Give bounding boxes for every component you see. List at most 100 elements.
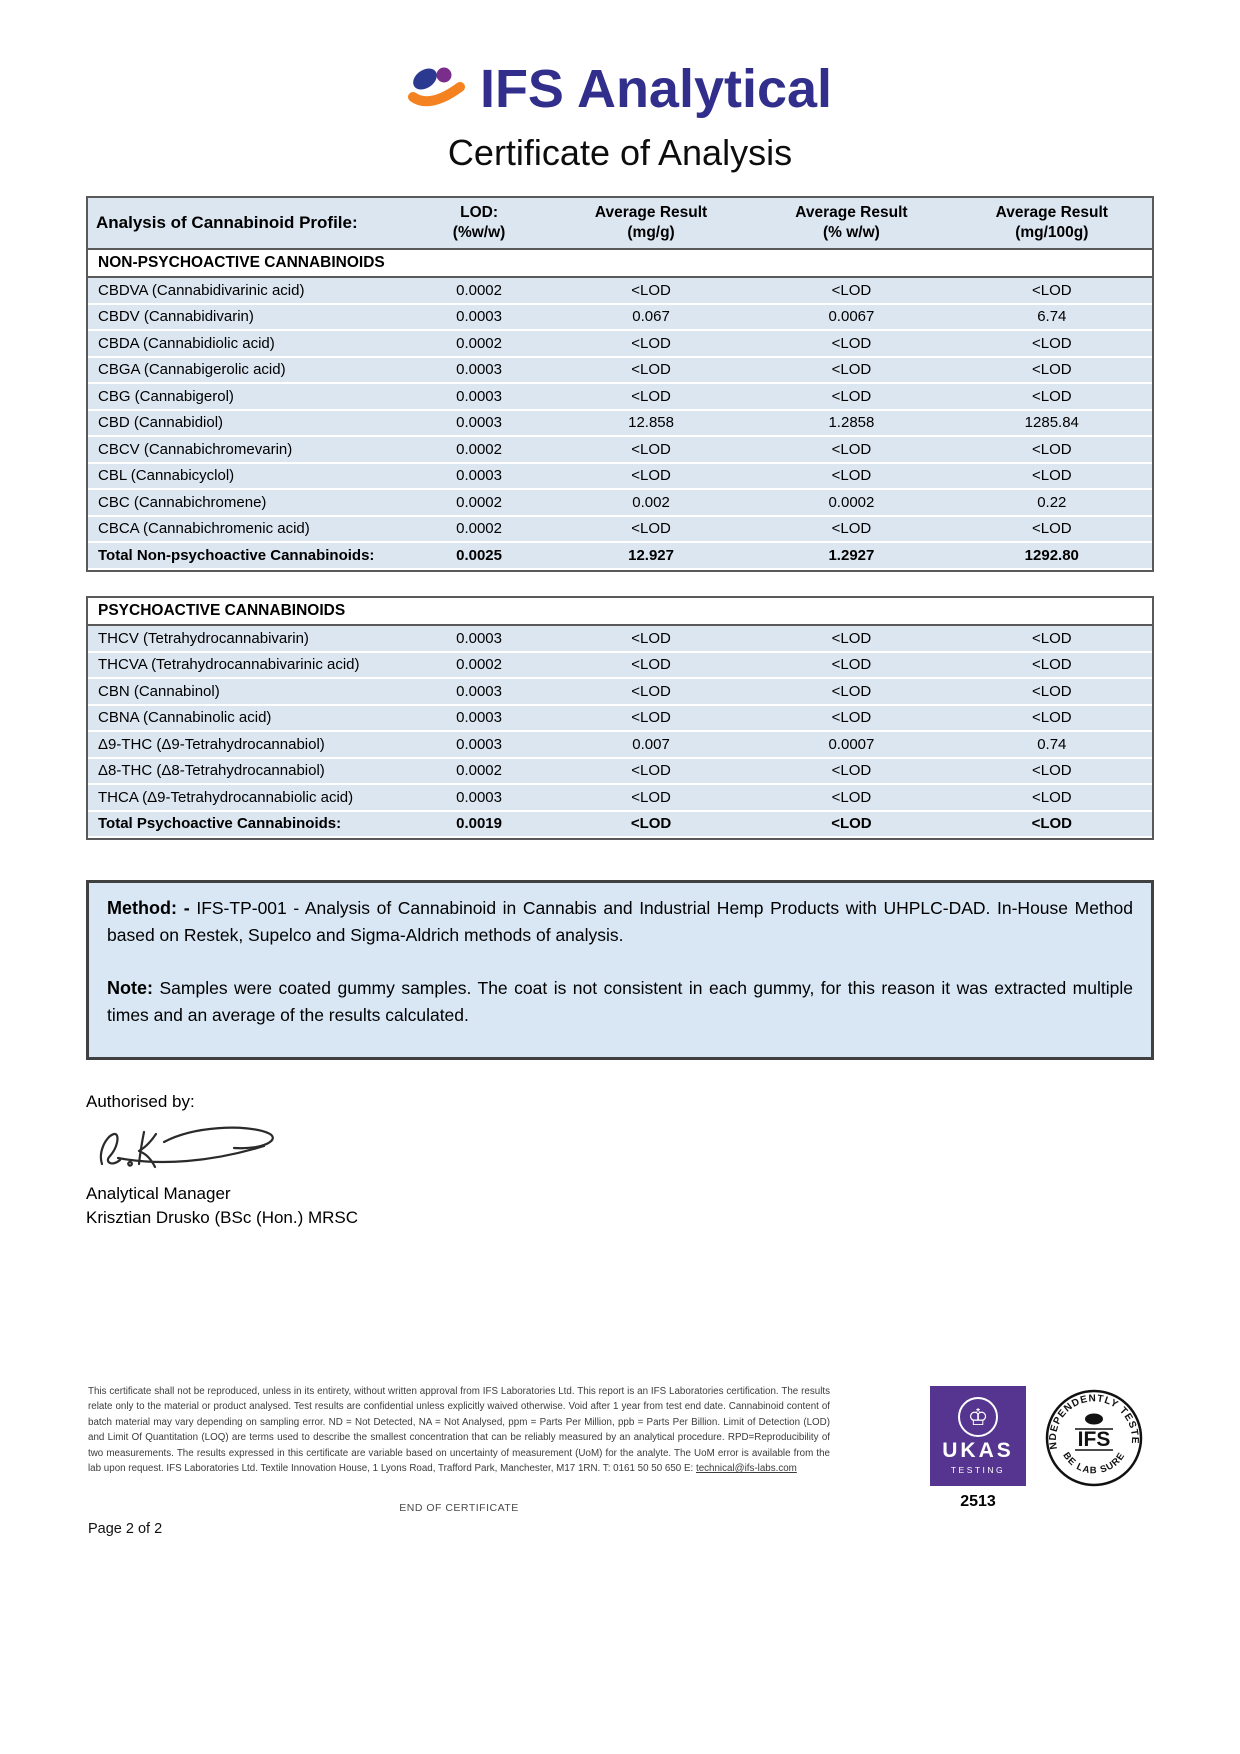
section-header-label: PSYCHOACTIVE CANNABINOIDS xyxy=(88,597,1152,627)
avg-pww-value: <LOD xyxy=(751,436,952,464)
avg-pww-value: 1.2858 xyxy=(751,409,952,438)
avg-pww-value: <LOD xyxy=(751,704,952,733)
avg-pww-value: 0.0067 xyxy=(751,303,952,332)
lod-value: 0.0003 xyxy=(407,462,551,491)
total-lod-value: 0.0019 xyxy=(407,810,551,839)
avg-mgg-value: <LOD xyxy=(550,784,752,812)
avg-mg100-value: <LOD xyxy=(951,625,1152,653)
avg-pww-value: <LOD xyxy=(751,356,952,385)
analyte-name: Δ9-THC (Δ9-Tetrahydrocannabiol) xyxy=(88,731,408,759)
ukas-accreditation: ♔ UKAS TESTING 2513 xyxy=(930,1386,1026,1511)
end-of-certificate-label: END OF CERTIFICATE xyxy=(399,1502,519,1514)
lod-value: 0.0002 xyxy=(407,330,551,358)
column-header-lod-line2: (%w/w) xyxy=(452,224,506,242)
note-text: Samples were coated gummy samples. The c… xyxy=(107,978,1133,1026)
column-header-avg-pww-line1: Average Result xyxy=(795,204,908,221)
avg-mg100-value: <LOD xyxy=(951,462,1152,491)
avg-mgg-value: <LOD xyxy=(550,625,752,653)
badge-center-text: IFS xyxy=(1078,1428,1111,1451)
total-row-non-psychoactive: Total Non-psychoactive Cannabinoids: 0.00… xyxy=(88,542,1152,570)
avg-mg100-value: <LOD xyxy=(951,383,1152,411)
analyte-name: THCV (Tetrahydrocannabivarin) xyxy=(88,625,408,653)
table-row: THCA (Δ9-Tetrahydrocannabiolic acid) 0.00… xyxy=(88,784,1152,812)
column-header-avg-mg100: Average Result (mg/100g) xyxy=(951,198,1152,250)
brand-name: IFS Analytical xyxy=(479,59,833,119)
avg-mgg-value: <LOD xyxy=(550,277,752,305)
total-lod-value: 0.0025 xyxy=(407,542,551,570)
lod-value: 0.0003 xyxy=(407,731,551,759)
avg-mg100-value: <LOD xyxy=(951,277,1152,305)
column-header-avg-mgg-line1: Average Result xyxy=(594,204,708,221)
table-row: CBDVA (Cannabidivarinic acid) 0.0002 <LOD <… xyxy=(88,277,1152,305)
table-row: THCV (Tetrahydrocannabivarin) 0.0003 <LOD <… xyxy=(88,625,1152,653)
avg-pww-value: 0.0002 xyxy=(751,489,952,517)
avg-mgg-value: <LOD xyxy=(550,678,752,706)
lod-value: 0.0002 xyxy=(407,515,551,544)
column-header-avg-mgg-line2: (mg/g) xyxy=(627,224,675,242)
psychoactive-table-wrap: PSYCHOACTIVE CANNABINOIDS THCV (Tetrahyd… xyxy=(86,595,1154,841)
avg-pww-value: <LOD xyxy=(751,625,952,653)
avg-mg100-value: 1285.84 xyxy=(951,409,1152,438)
lod-value: 0.0003 xyxy=(407,704,551,733)
total-avg-mg100-value: <LOD xyxy=(951,810,1152,839)
table-row: CBNA (Cannabinolic acid) 0.0003 <LOD <LOD <L… xyxy=(88,704,1152,733)
note-label: Note: xyxy=(107,978,153,999)
page-title: Certificate of Analysis xyxy=(447,132,793,173)
avg-mgg-value: <LOD xyxy=(550,462,752,491)
avg-pww-value: <LOD xyxy=(751,678,952,706)
table-row: THCVA (Tetrahydrocannabivarinic acid) 0.0… xyxy=(88,651,1152,680)
avg-pww-value: 0.0007 xyxy=(751,731,952,759)
psychoactive-table: PSYCHOACTIVE CANNABINOIDS THCV (Tetrahyd… xyxy=(88,597,1152,839)
column-header-avg-mg100-line2: (mg/100g) xyxy=(1015,224,1089,242)
lod-value: 0.0002 xyxy=(407,436,551,464)
avg-pww-value: <LOD xyxy=(751,383,952,411)
table-header-row: Analysis of Cannabinoid Profile: LOD: (%w… xyxy=(88,198,1152,250)
avg-mgg-value: 0.002 xyxy=(550,489,752,517)
column-header-lod: LOD: (%w/w) xyxy=(407,198,551,250)
avg-mgg-value: 0.067 xyxy=(550,303,752,332)
analyte-name: CBDV (Cannabidivarin) xyxy=(88,303,408,332)
avg-mgg-value: 12.858 xyxy=(550,409,752,438)
ifs-tested-badge: INDEPENDENTLY TESTED BE LAB SURE IFS xyxy=(1040,1380,1144,1493)
total-row-psychoactive: Total Psychoactive Cannabinoids: 0.0019 <L… xyxy=(88,810,1152,839)
avg-mg100-value: <LOD xyxy=(951,704,1152,733)
avg-mg100-value: <LOD xyxy=(951,515,1152,544)
column-header-avg-pww: Average Result (% w/w) xyxy=(751,198,952,250)
total-avg-mg100-value: 1292.80 xyxy=(951,542,1152,570)
total-label: Total Non-psychoactive Cannabinoids: xyxy=(88,542,408,570)
avg-pww-value: <LOD xyxy=(751,651,952,680)
lod-value: 0.0003 xyxy=(407,784,551,812)
method-label: Method: - xyxy=(107,898,190,919)
table-row: CBN (Cannabinol) 0.0003 <LOD <LOD <LOD xyxy=(88,678,1152,706)
lod-value: 0.0003 xyxy=(407,356,551,385)
avg-mgg-value: <LOD xyxy=(550,651,752,680)
avg-mg100-value: 0.74 xyxy=(951,731,1152,759)
method-box: Method: - IFS-TP-001 - Analysis of Canna… xyxy=(86,880,1154,1060)
total-label: Total Psychoactive Cannabinoids: xyxy=(88,810,408,839)
authorisation-block: Authorised by: Analytical Manager Kriszt… xyxy=(86,1092,1154,1231)
section-header-non-psychoactive: NON-PSYCHOACTIVE CANNABINOIDS xyxy=(88,248,1152,279)
ukas-name: UKAS xyxy=(942,1439,1014,1462)
lod-value: 0.0002 xyxy=(407,651,551,680)
lod-value: 0.0002 xyxy=(407,757,551,786)
analyte-name: THCVA (Tetrahydrocannabivarinic acid) xyxy=(88,651,408,680)
lod-value: 0.0002 xyxy=(407,489,551,517)
section-header-psychoactive: PSYCHOACTIVE CANNABINOIDS xyxy=(88,597,1152,627)
lod-value: 0.0003 xyxy=(407,625,551,653)
authoriser-name: Krisztian Drusko (BSc (Hon.) MRSC xyxy=(86,1208,359,1228)
lod-value: 0.0003 xyxy=(407,383,551,411)
contact-email-link[interactable]: technical@ifs-labs.com xyxy=(695,1463,797,1475)
ukas-testing-label: TESTING xyxy=(950,1465,1006,1475)
total-avg-pww-value: <LOD xyxy=(751,810,952,839)
lod-value: 0.0003 xyxy=(407,303,551,332)
avg-pww-value: <LOD xyxy=(751,330,952,358)
signature xyxy=(99,1126,274,1168)
analyte-name: THCA (Δ9-Tetrahydrocannabiolic acid) xyxy=(88,784,408,812)
analyte-name: CBDVA (Cannabidivarinic acid) xyxy=(88,277,408,305)
avg-mg100-value: <LOD xyxy=(951,784,1152,812)
avg-mgg-value: <LOD xyxy=(550,515,752,544)
lod-value: 0.0002 xyxy=(407,277,551,305)
avg-mgg-value: <LOD xyxy=(550,436,752,464)
table-row: CBDA (Cannabidiolic acid) 0.0002 <LOD <LOD <… xyxy=(88,330,1152,358)
